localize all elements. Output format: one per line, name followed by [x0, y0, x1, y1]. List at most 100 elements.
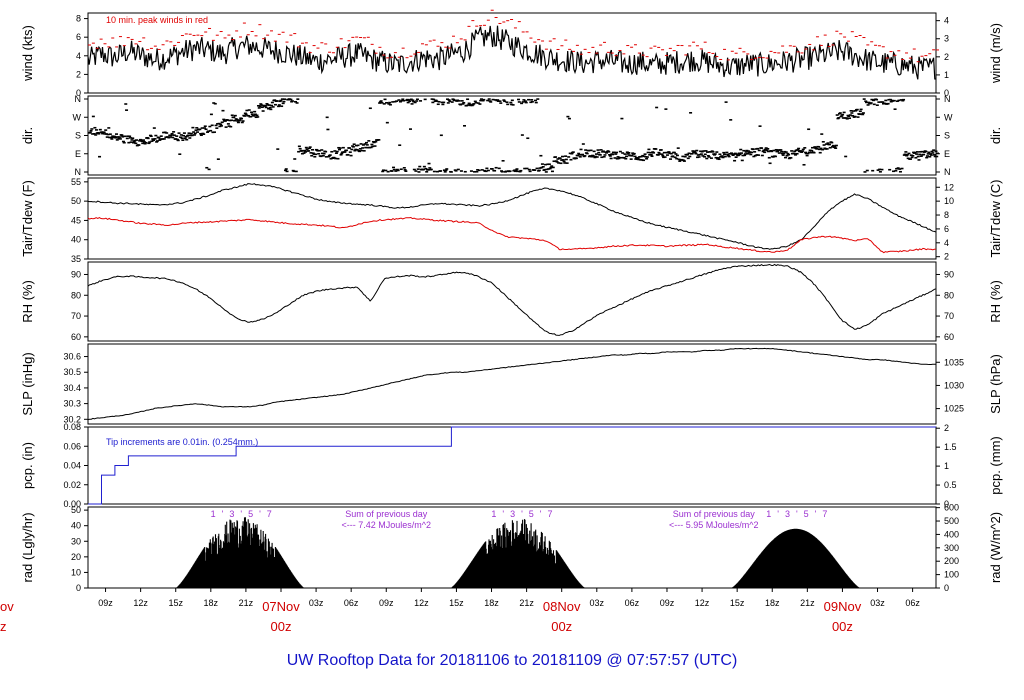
direction-mark — [703, 153, 707, 156]
direction-mark — [493, 169, 497, 172]
series-line-slp-0 — [87, 347, 937, 421]
direction-mark — [603, 154, 607, 156]
y-tick-label-right: 0 — [944, 499, 949, 509]
direction-mark — [348, 147, 352, 149]
panel-frame — [87, 343, 937, 425]
radiation-hour-label: ' — [815, 509, 817, 519]
direction-mark — [704, 150, 708, 152]
direction-mark — [927, 151, 931, 154]
direction-mark — [391, 101, 395, 103]
direction-mark — [309, 152, 313, 154]
direction-mark — [800, 150, 804, 152]
direction-mark — [686, 157, 690, 160]
direction-mark — [161, 138, 165, 140]
direction-mark — [861, 112, 865, 114]
direction-mark — [423, 98, 427, 101]
direction-mark — [215, 127, 219, 129]
direction-mark — [500, 170, 504, 173]
radiation-hour-label: 1 — [766, 509, 771, 519]
direction-mark — [828, 146, 832, 149]
direction-mark — [875, 98, 879, 101]
direction-mark — [716, 157, 720, 160]
direction-mark — [199, 134, 203, 137]
direction-mark — [443, 171, 447, 173]
direction-mark — [489, 101, 493, 103]
direction-mark — [350, 148, 354, 151]
direction-mark — [110, 138, 114, 140]
direction-mark — [779, 149, 783, 151]
direction-mark — [233, 119, 237, 122]
y-axis-label-left: Tair/Tdew (F) — [20, 180, 35, 257]
direction-mark — [467, 102, 471, 105]
direction-mark — [680, 158, 684, 161]
direction-mark — [462, 101, 466, 104]
y-tick-label-left: 30.2 — [63, 414, 81, 424]
direction-mark — [625, 151, 629, 154]
direction-mark — [659, 149, 663, 151]
y-tick-label-left: 20 — [71, 552, 81, 562]
direction-mark — [97, 132, 101, 135]
direction-mark — [781, 154, 785, 156]
direction-mark — [693, 151, 697, 154]
direction-mark — [150, 140, 154, 142]
direction-mark — [142, 140, 146, 143]
direction-mark — [123, 135, 127, 138]
direction-mark — [558, 157, 562, 160]
page-title: UW Rooftop Data for 20181106 to 20181109… — [287, 652, 738, 669]
direction-mark — [260, 106, 264, 109]
direction-mark — [199, 132, 203, 135]
direction-mark — [276, 148, 280, 150]
direction-mark — [212, 102, 216, 104]
direction-mark — [742, 149, 746, 152]
direction-mark — [611, 153, 615, 156]
direction-mark — [663, 156, 667, 158]
direction-mark — [392, 166, 396, 169]
direction-mark — [354, 144, 358, 147]
y-tick-label-right: 1 — [944, 461, 949, 471]
direction-mark — [436, 103, 440, 106]
direction-mark — [817, 146, 821, 148]
direction-mark — [678, 160, 682, 162]
direction-mark — [780, 150, 784, 153]
direction-mark — [641, 154, 645, 157]
direction-mark — [856, 116, 860, 118]
direction-mark — [206, 130, 210, 133]
direction-mark — [757, 149, 761, 152]
direction-mark — [319, 155, 323, 158]
direction-mark — [346, 153, 350, 156]
direction-mark — [104, 129, 108, 131]
y-tick-label-left: 45 — [71, 215, 81, 225]
direction-mark — [661, 154, 665, 157]
day-label-hour: 00z — [551, 619, 572, 634]
direction-mark — [702, 150, 706, 152]
direction-mark — [528, 170, 532, 173]
y-tick-label-right: 0 — [944, 88, 949, 98]
direction-mark — [460, 100, 464, 102]
direction-mark — [213, 102, 217, 105]
direction-mark — [736, 154, 740, 157]
direction-mark — [140, 140, 144, 143]
direction-mark — [264, 106, 268, 109]
direction-mark — [892, 99, 896, 102]
direction-mark — [481, 99, 485, 102]
direction-mark — [697, 156, 701, 158]
direction-mark — [643, 153, 647, 155]
direction-mark — [401, 98, 405, 101]
direction-mark — [340, 152, 344, 155]
direction-mark — [115, 133, 119, 135]
direction-mark — [334, 157, 338, 160]
direction-mark — [182, 134, 186, 137]
direction-mark — [644, 155, 648, 158]
direction-mark — [250, 111, 254, 114]
direction-mark — [545, 168, 549, 171]
direction-mark — [200, 127, 204, 129]
direction-mark — [254, 116, 258, 119]
direction-mark — [238, 119, 242, 121]
direction-mark — [447, 99, 451, 101]
direction-mark — [452, 99, 456, 102]
direction-mark — [292, 170, 296, 173]
direction-mark — [277, 104, 281, 106]
direction-mark — [390, 170, 394, 172]
direction-mark — [446, 98, 450, 100]
direction-mark — [793, 150, 797, 153]
